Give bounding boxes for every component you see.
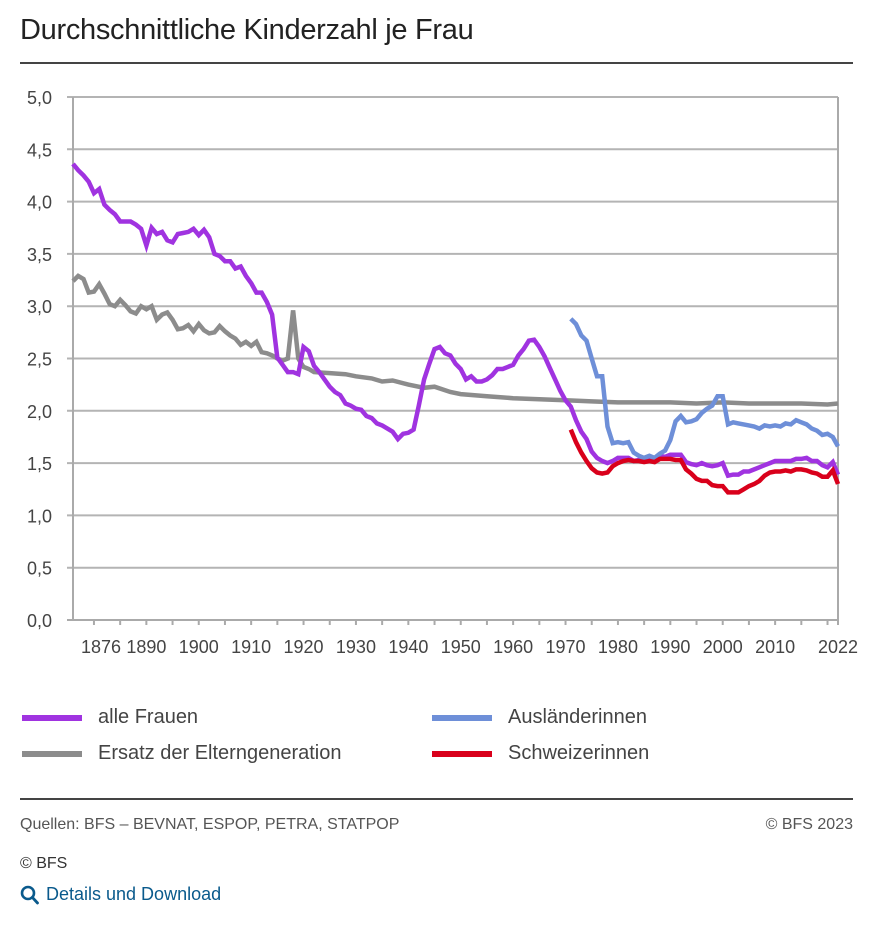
legend-label: Ersatz der Elterngeneration (98, 742, 342, 764)
x-tick-label: 1950 (441, 637, 481, 657)
legend-label: Ausländerinnen (508, 706, 647, 728)
y-tick-label: 0,5 (27, 559, 52, 579)
y-tick-label: 1,0 (27, 506, 52, 526)
series-line-ersatz-der-elterngeneration (71, 273, 839, 407)
legend-item-auslaenderinnen: Ausländerinnen (432, 706, 647, 729)
y-tick-label: 5,0 (27, 88, 52, 108)
x-tick-label: 1960 (493, 637, 533, 657)
legend-item-ersatz: Ersatz der Elterngeneration (22, 742, 341, 765)
series-line-ausl-nderinnen (569, 317, 840, 461)
series-line-alle-frauen (71, 162, 841, 479)
series-lines (71, 162, 841, 495)
y-axis-ticks: 0,0 0,5 1,0 1,5 2,0 2,5 3,0 3,5 4,0 4,5 5,0 (27, 88, 52, 631)
details-download-link[interactable]: Details und Download (20, 884, 221, 905)
x-axis-ticks: 1876 1890 1900 1910 1920 1930 1940 1950 1960 1970… (81, 620, 858, 657)
copyright: © BFS (20, 855, 68, 872)
title-divider (20, 62, 853, 64)
legend-item-alle-frauen: alle Frauen (22, 706, 198, 729)
legend-label: alle Frauen (98, 706, 199, 728)
x-tick-label: 2022 (818, 637, 858, 657)
y-tick-label: 1,5 (27, 454, 52, 474)
legend-swatch (432, 714, 492, 721)
source-note: Quellen: BFS – BEVNAT, ESPOP, PETRA, STA… (20, 816, 400, 833)
footer-divider (20, 798, 853, 800)
x-tick-label: 1920 (284, 637, 324, 657)
x-tick-label: 1910 (231, 637, 271, 657)
legend-label: Schweizerinnen (508, 742, 650, 764)
y-tick-label: 2,0 (27, 402, 52, 422)
y-tick-label: 3,5 (27, 245, 52, 265)
x-tick-label: 1890 (126, 637, 166, 657)
x-tick-label: 1930 (336, 637, 376, 657)
copyright-year: © BFS 2023 (765, 816, 853, 833)
x-tick-label: 1900 (179, 637, 219, 657)
line-chart: 0,0 0,5 1,0 1,5 2,0 2,5 3,0 3,5 4,0 4,5 5,0 1876 18… (27, 88, 858, 657)
chart-title: Durchschnittliche Kinderzahl je Frau (20, 14, 474, 46)
x-tick-label: 2000 (703, 637, 743, 657)
details-download-label: Details und Download (46, 884, 222, 904)
x-tick-label: 1876 (81, 637, 121, 657)
legend-swatch (432, 750, 492, 757)
y-tick-label: 2,5 (27, 350, 52, 370)
legend-swatch (22, 714, 82, 721)
y-tick-label: 4,0 (27, 193, 52, 213)
x-tick-label: 2010 (755, 637, 795, 657)
legend-item-schweizerinnen: Schweizerinnen (432, 742, 649, 765)
search-icon (20, 885, 39, 904)
y-tick-label: 4,5 (27, 140, 52, 160)
y-tick-label: 3,0 (27, 297, 52, 317)
x-tick-label: 1980 (598, 637, 638, 657)
x-tick-label: 1970 (546, 637, 586, 657)
legend: alle Frauen Ausländerinnen Ersatz der El… (0, 706, 895, 776)
x-tick-label: 1940 (388, 637, 428, 657)
legend-swatch (22, 750, 82, 757)
series-line-schweizerinnen (568, 428, 841, 495)
y-tick-label: 0,0 (27, 611, 52, 631)
x-tick-label: 1990 (650, 637, 690, 657)
